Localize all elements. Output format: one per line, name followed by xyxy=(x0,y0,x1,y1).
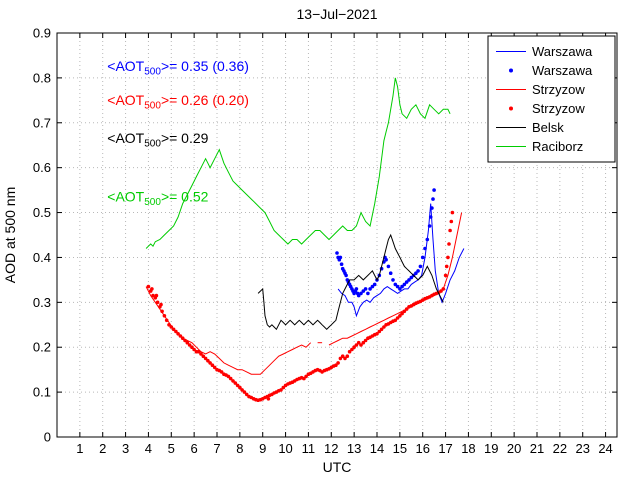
x-tick-label: 14 xyxy=(370,441,384,456)
x-tick-label: 13 xyxy=(347,441,361,456)
x-tick-label: 20 xyxy=(507,441,521,456)
series-strzyzow-scatter xyxy=(146,210,455,403)
y-tick-label: 0.8 xyxy=(33,70,51,85)
x-tick-label: 24 xyxy=(598,441,612,456)
y-axis-label: AOD at 500 nm xyxy=(2,187,18,284)
series-layer xyxy=(145,77,465,403)
aot-annotation: <AOT500>= 0.52 xyxy=(107,188,208,208)
legend-item-strzyzow-dot: Strzyzow xyxy=(509,101,585,116)
x-tick-label: 16 xyxy=(415,441,429,456)
y-tick-label: 0.7 xyxy=(33,115,51,130)
series-belsk-line xyxy=(257,233,444,331)
aot-annotation: <AOT500>= 0.29 xyxy=(107,130,208,150)
x-tick-label: 17 xyxy=(438,441,452,456)
x-tick-label: 11 xyxy=(302,441,316,456)
x-tick-label: 10 xyxy=(278,441,292,456)
y-tick-label: 0.6 xyxy=(33,160,51,175)
aot-annotation: <AOT500>= 0.35 (0.36) xyxy=(107,58,249,78)
legend-label: Belsk xyxy=(532,120,564,135)
chart-legend: Warszawa Warszawa Strzyzow Strzyzow Belsk Rac… xyxy=(487,35,616,163)
x-tick-label: 23 xyxy=(575,441,589,456)
chart-title: 13−Jul−2021 xyxy=(297,6,378,22)
annotations: <AOT500>= 0.35 (0.36) <AOT500>= 0.26 (0.2… xyxy=(107,58,249,208)
x-tick-label: 12 xyxy=(324,441,338,456)
legend-label: Raciborz xyxy=(532,139,583,154)
x-tick-label: 15 xyxy=(393,441,407,456)
y-tick-label: 0.2 xyxy=(33,340,51,355)
legend-label: Strzyzow xyxy=(532,101,585,116)
legend-item-raciborz-line: Raciborz xyxy=(496,139,583,154)
y-tick-label: 0.3 xyxy=(33,295,51,310)
legend-dot-sample xyxy=(509,68,513,73)
y-tick-label: 0.9 xyxy=(33,26,51,41)
legend-item-strzyzow-line: Strzyzow xyxy=(496,82,585,97)
legend-item-belsk-line: Belsk xyxy=(496,120,564,135)
legend-label: Warszawa xyxy=(532,44,593,59)
x-tick-label: 8 xyxy=(236,441,243,456)
legend-item-warszawa-dot: Warszawa xyxy=(509,63,593,78)
y-tick-label: 0.4 xyxy=(33,250,51,265)
series-warszawa-scatter xyxy=(335,188,436,298)
x-tick-label: 3 xyxy=(122,441,129,456)
legend-box xyxy=(487,35,616,163)
x-tick-label: 21 xyxy=(530,441,544,456)
x-tick-label: 6 xyxy=(191,441,198,456)
x-tick-label: 22 xyxy=(553,441,567,456)
x-tick-label: 18 xyxy=(461,441,475,456)
x-tick-label: 4 xyxy=(145,441,152,456)
series-warszawa-line xyxy=(337,203,465,318)
legend-label: Strzyzow xyxy=(532,82,585,97)
x-tick-label: 7 xyxy=(213,441,220,456)
legend-label: Warszawa xyxy=(532,63,593,78)
y-tick-label: 0 xyxy=(44,430,51,445)
x-tick-label: 9 xyxy=(259,441,266,456)
aot-annotation: <AOT500>= 0.26 (0.20) xyxy=(107,92,249,112)
x-axis-label: UTC xyxy=(323,459,352,475)
legend-dot-sample xyxy=(509,106,513,111)
x-tick-label: 5 xyxy=(168,441,175,456)
legend-item-warszawa-line: Warszawa xyxy=(496,44,593,59)
y-tick-label: 0.1 xyxy=(33,385,51,400)
series-raciborz-line xyxy=(145,77,451,249)
x-tick-label: 2 xyxy=(99,441,106,456)
x-tick-label: 1 xyxy=(76,441,83,456)
y-tick-label: 0.5 xyxy=(33,205,51,220)
plot-box xyxy=(56,32,618,438)
x-tick-label: 19 xyxy=(484,441,498,456)
